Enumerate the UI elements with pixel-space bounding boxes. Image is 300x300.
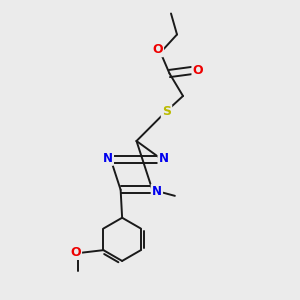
Text: N: N [103,152,113,165]
Text: S: S [162,105,171,119]
Text: N: N [152,185,162,198]
Text: N: N [159,152,169,165]
Text: O: O [193,64,203,77]
Text: O: O [152,43,163,56]
Text: O: O [70,246,81,259]
